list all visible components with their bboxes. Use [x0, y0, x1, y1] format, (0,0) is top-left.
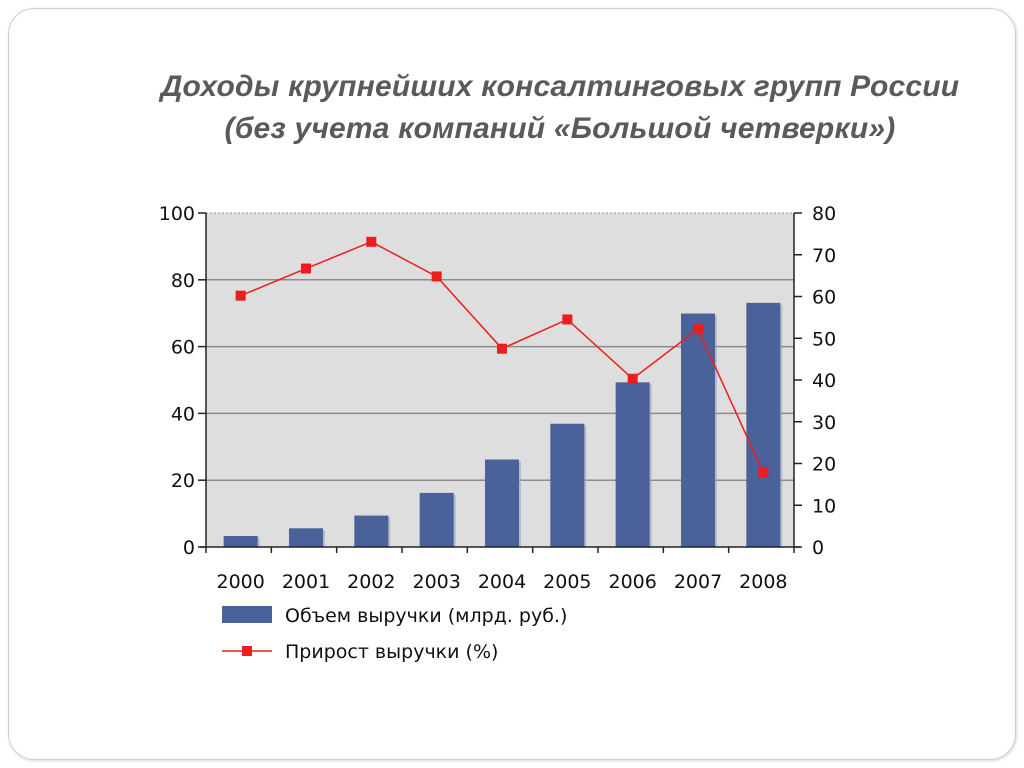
point-2002 [366, 236, 377, 247]
x-tick-label: 2005 [543, 571, 591, 593]
axes: 0 20 40 60 80 100 0 10 20 30 40 50 60 70 80 2000 2001 200… [159, 203, 836, 593]
point-2004 [497, 343, 507, 354]
x-tick-label: 2007 [674, 571, 722, 593]
point-2007 [693, 324, 703, 335]
x-tick-label: 2004 [478, 571, 526, 593]
bar-2006 [615, 382, 650, 547]
slide-title-line-2: (без учета компаний «Большой четверки») [224, 112, 896, 145]
point-2003 [431, 271, 442, 282]
y-right-tick-label: 10 [812, 495, 836, 517]
y-right-tick-label: 20 [812, 454, 836, 476]
y-left-tick-label: 80 [171, 270, 195, 292]
x-tick-label: 2003 [412, 571, 460, 593]
x-tick-label: 2008 [739, 571, 787, 593]
point-2000 [235, 290, 246, 301]
slide-title-line-1: Доходы крупнейших консалтинговых групп Р… [160, 70, 960, 103]
y-right-tick-label: 0 [812, 537, 824, 559]
point-2008 [758, 467, 769, 478]
bar-2008 [746, 302, 781, 547]
y-right-tick-label: 50 [812, 328, 836, 350]
line-series [235, 236, 769, 478]
point-2001 [301, 263, 311, 274]
x-tick-label: 2000 [216, 571, 264, 593]
y-left-tick-label: 100 [159, 203, 195, 225]
bar-2000 [223, 535, 258, 547]
legend-swatch-marker [242, 646, 252, 656]
legend: Объем выручки (млрд. руб.) Прирост выручк… [222, 605, 567, 663]
point-2006 [627, 373, 638, 384]
y-right-tick-label: 30 [812, 412, 836, 434]
x-tick-label: 2002 [347, 571, 395, 593]
bar-2003 [419, 492, 454, 547]
y-right-tick-label: 80 [812, 203, 836, 225]
point-2005 [562, 314, 573, 325]
legend-label-bars: Объем выручки (млрд. руб.) [285, 605, 567, 627]
bar-2002 [354, 515, 389, 547]
y-right-tick-label: 40 [812, 370, 836, 392]
legend-swatch-bars [222, 606, 272, 623]
y-right-tick-label: 70 [812, 245, 836, 267]
y-left-tick-label: 20 [171, 470, 195, 492]
y-left-tick-label: 40 [171, 403, 195, 425]
y-left-tick-label: 60 [171, 337, 195, 359]
y-left-tick-label: 0 [183, 537, 195, 559]
x-tick-label: 2006 [608, 571, 656, 593]
bar-2001 [289, 528, 323, 547]
bar-2004 [485, 459, 519, 547]
y-right-tick-label: 60 [812, 287, 836, 309]
bar-2007 [681, 313, 715, 547]
x-tick-label: 2001 [282, 571, 330, 593]
bar-2005 [550, 423, 585, 547]
legend-label-line: Прирост выручки (%) [285, 641, 498, 663]
bar-series [223, 302, 783, 547]
